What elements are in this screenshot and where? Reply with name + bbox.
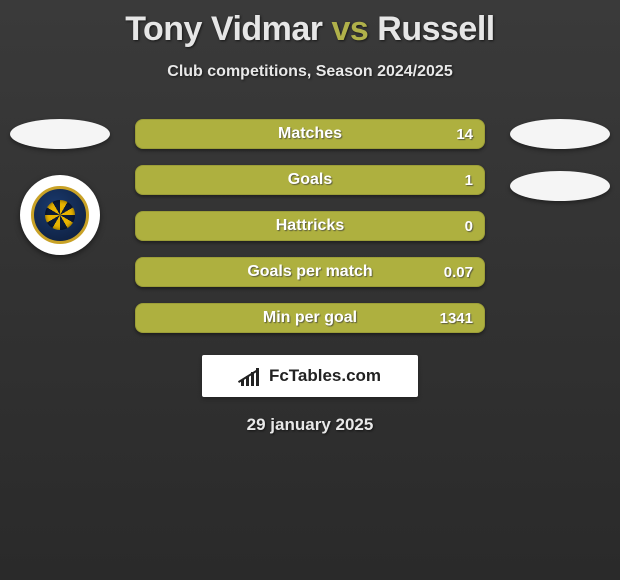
date-label: 29 january 2025 xyxy=(0,415,620,435)
stat-row-matches: Matches 14 xyxy=(135,119,485,149)
stat-value: 1341 xyxy=(440,310,473,327)
stat-value: 0.07 xyxy=(444,264,473,281)
player1-placeholder-ellipse xyxy=(10,119,110,149)
stat-label: Matches xyxy=(278,125,342,143)
stat-label: Goals xyxy=(288,171,332,189)
stat-label: Hattricks xyxy=(276,217,344,235)
stat-row-goals: Goals 1 xyxy=(135,165,485,195)
stat-label: Goals per match xyxy=(247,263,372,281)
comparison-stage: Matches 14 Goals 1 Hattricks 0 Goals per… xyxy=(0,119,620,435)
stats-column: Matches 14 Goals 1 Hattricks 0 Goals per… xyxy=(135,119,485,333)
stat-row-hattricks: Hattricks 0 xyxy=(135,211,485,241)
club-badge-ball-icon xyxy=(45,200,75,230)
vs-text: vs xyxy=(332,10,369,48)
page-title: Tony Vidmar vs Russell xyxy=(0,0,620,49)
brand-text: FcTables.com xyxy=(269,366,381,386)
player2-placeholder-ellipse-1 xyxy=(510,119,610,149)
player2-placeholder-ellipse-2 xyxy=(510,171,610,201)
subtitle: Club competitions, Season 2024/2025 xyxy=(0,63,620,81)
club-badge-inner xyxy=(31,186,89,244)
stat-value: 14 xyxy=(456,126,473,143)
stat-value: 0 xyxy=(465,218,473,235)
stat-value: 1 xyxy=(465,172,473,189)
bar-chart-icon xyxy=(239,366,263,386)
club-badge xyxy=(20,175,100,255)
player2-name: Russell xyxy=(377,10,494,48)
player1-name: Tony Vidmar xyxy=(125,10,322,48)
brand-box[interactable]: FcTables.com xyxy=(202,355,418,397)
stat-row-min-per-goal: Min per goal 1341 xyxy=(135,303,485,333)
stat-row-goals-per-match: Goals per match 0.07 xyxy=(135,257,485,287)
stat-label: Min per goal xyxy=(263,309,357,327)
